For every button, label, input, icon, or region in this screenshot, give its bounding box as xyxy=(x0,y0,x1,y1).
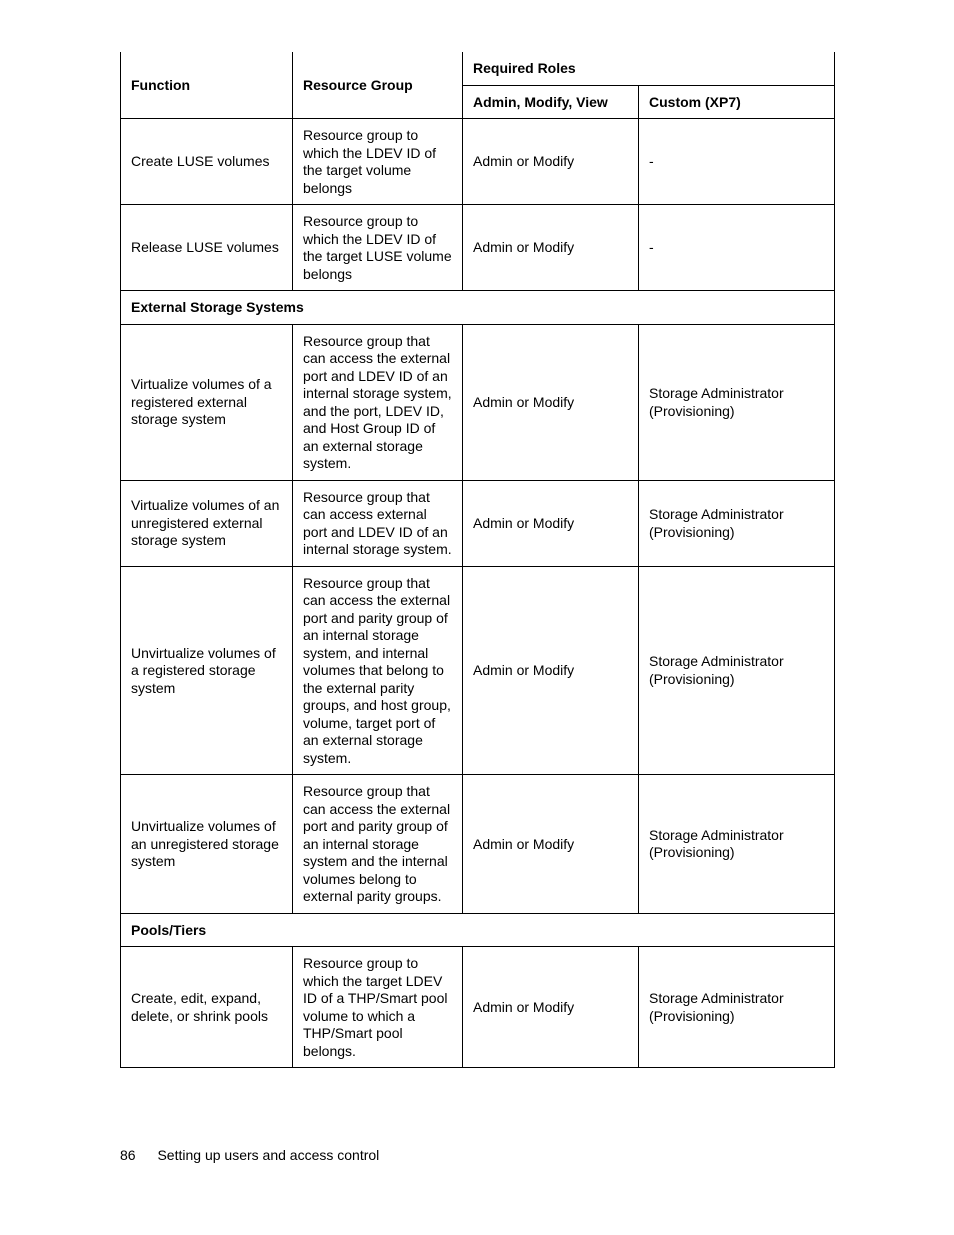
cell-custom: - xyxy=(639,119,835,205)
cell-custom: Storage Administrator (Provisioning) xyxy=(639,775,835,914)
col-custom: Custom (XP7) xyxy=(639,85,835,119)
table-row: Unvirtualize volumes of a registered sto… xyxy=(121,566,835,775)
cell-function: Create, edit, expand, delete, or shrink … xyxy=(121,947,293,1068)
cell-resource-group: Resource group that can access the exter… xyxy=(293,324,463,480)
cell-amv: Admin or Modify xyxy=(463,480,639,566)
cell-function: Virtualize volumes of an unregistered ex… xyxy=(121,480,293,566)
cell-amv: Admin or Modify xyxy=(463,775,639,914)
table-row: Create, edit, expand, delete, or shrink … xyxy=(121,947,835,1068)
cell-custom: Storage Administrator (Provisioning) xyxy=(639,947,835,1068)
cell-resource-group: Resource group to which the target LDEV … xyxy=(293,947,463,1068)
section-header: External Storage Systems xyxy=(121,291,835,325)
cell-function: Unvirtualize volumes of a registered sto… xyxy=(121,566,293,775)
cell-function: Create LUSE volumes xyxy=(121,119,293,205)
cell-amv: Admin or Modify xyxy=(463,324,639,480)
cell-custom: - xyxy=(639,205,835,291)
col-function: Function xyxy=(121,52,293,119)
section-row: External Storage Systems xyxy=(121,291,835,325)
table-row: Create LUSE volumes Resource group to wh… xyxy=(121,119,835,205)
page-number: 86 xyxy=(120,1147,136,1163)
cell-amv: Admin or Modify xyxy=(463,947,639,1068)
cell-resource-group: Resource group that can access the exter… xyxy=(293,566,463,775)
footer-title: Setting up users and access control xyxy=(157,1147,379,1163)
col-required-roles: Required Roles xyxy=(463,52,835,85)
cell-custom: Storage Administrator (Provisioning) xyxy=(639,480,835,566)
cell-amv: Admin or Modify xyxy=(463,205,639,291)
cell-custom: Storage Administrator (Provisioning) xyxy=(639,566,835,775)
cell-function: Unvirtualize volumes of an unregistered … xyxy=(121,775,293,914)
cell-resource-group: Resource group that can access external … xyxy=(293,480,463,566)
cell-resource-group: Resource group to which the LDEV ID of t… xyxy=(293,119,463,205)
roles-table: Function Resource Group Required Roles A… xyxy=(120,52,835,1068)
page-footer: 86 Setting up users and access control xyxy=(120,1147,379,1163)
section-header: Pools/Tiers xyxy=(121,913,835,947)
table-row: Virtualize volumes of an unregistered ex… xyxy=(121,480,835,566)
col-amv: Admin, Modify, View xyxy=(463,85,639,119)
col-resource-group: Resource Group xyxy=(293,52,463,119)
section-row: Pools/Tiers xyxy=(121,913,835,947)
cell-function: Virtualize volumes of a registered exter… xyxy=(121,324,293,480)
table-row: Virtualize volumes of a registered exter… xyxy=(121,324,835,480)
table-row: Release LUSE volumes Resource group to w… xyxy=(121,205,835,291)
cell-function: Release LUSE volumes xyxy=(121,205,293,291)
cell-resource-group: Resource group that can access the exter… xyxy=(293,775,463,914)
cell-resource-group: Resource group to which the LDEV ID of t… xyxy=(293,205,463,291)
cell-amv: Admin or Modify xyxy=(463,566,639,775)
table-row: Unvirtualize volumes of an unregistered … xyxy=(121,775,835,914)
cell-custom: Storage Administrator (Provisioning) xyxy=(639,324,835,480)
cell-amv: Admin or Modify xyxy=(463,119,639,205)
